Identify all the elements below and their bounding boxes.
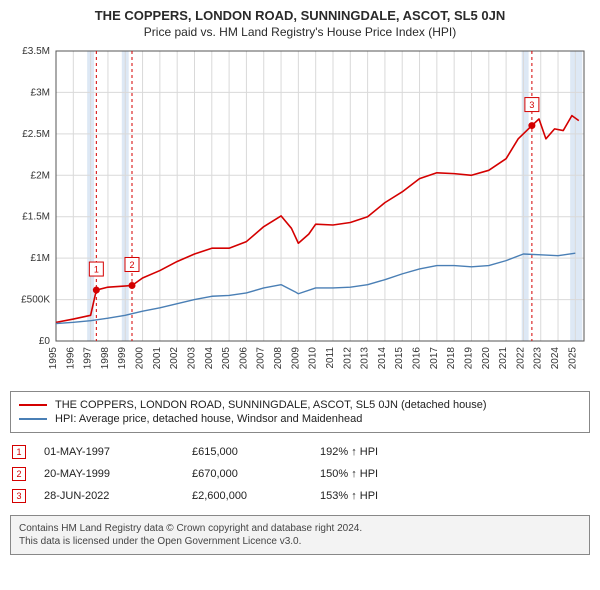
- svg-text:2014: 2014: [377, 347, 388, 370]
- svg-text:1996: 1996: [65, 347, 76, 370]
- svg-text:2020: 2020: [481, 347, 492, 370]
- svg-text:£1M: £1M: [31, 253, 50, 264]
- sale-price: £615,000: [192, 446, 302, 458]
- sale-hpi: 153% ↑ HPI: [320, 490, 378, 502]
- sale-hpi: 150% ↑ HPI: [320, 468, 378, 480]
- sales-table: 1 01-MAY-1997 £615,000 192% ↑ HPI 2 20-MAY-19…: [10, 441, 590, 507]
- sales-row: 3 28-JUN-2022 £2,600,000 153% ↑ HPI: [10, 485, 590, 507]
- chart-subtitle: Price paid vs. HM Land Registry's House …: [10, 25, 590, 39]
- legend-label: THE COPPERS, LONDON ROAD, SUNNINGDALE, A…: [55, 399, 487, 411]
- svg-text:2: 2: [129, 260, 134, 270]
- svg-text:2003: 2003: [186, 347, 197, 370]
- svg-text:2022: 2022: [515, 347, 526, 370]
- svg-text:£500K: £500K: [21, 295, 50, 306]
- chart-title: THE COPPERS, LONDON ROAD, SUNNINGDALE, A…: [10, 8, 590, 23]
- chart-plot: £0 £500K £1M £1.5M £2M £2.5M £3M £3.5M 1995 1996 1…: [10, 45, 590, 385]
- footer-box: Contains HM Land Registry data © Crown c…: [10, 515, 590, 555]
- svg-text:2016: 2016: [412, 347, 423, 370]
- svg-text:3: 3: [529, 100, 534, 110]
- svg-text:2023: 2023: [533, 347, 544, 370]
- svg-text:2025: 2025: [567, 347, 578, 370]
- svg-text:2012: 2012: [342, 347, 353, 370]
- svg-text:2008: 2008: [273, 347, 284, 370]
- svg-text:2018: 2018: [446, 347, 457, 370]
- chart-svg: £0 £500K £1M £1.5M £2M £2.5M £3M £3.5M 1995 1996 1…: [10, 45, 590, 385]
- sale-date: 28-JUN-2022: [44, 490, 174, 502]
- sale-price: £2,600,000: [192, 490, 302, 502]
- svg-text:2010: 2010: [308, 347, 319, 370]
- svg-text:2006: 2006: [238, 347, 249, 370]
- svg-text:2004: 2004: [204, 347, 215, 370]
- svg-text:2007: 2007: [256, 347, 267, 370]
- sale-marker: 3: [12, 489, 26, 503]
- sale-hpi: 192% ↑ HPI: [320, 446, 378, 458]
- svg-text:£0: £0: [39, 336, 51, 347]
- legend-item: THE COPPERS, LONDON ROAD, SUNNINGDALE, A…: [19, 398, 581, 412]
- footer-line2: This data is licensed under the Open Gov…: [19, 535, 581, 548]
- svg-text:2011: 2011: [325, 347, 336, 369]
- chart-container: THE COPPERS, LONDON ROAD, SUNNINGDALE, A…: [0, 0, 600, 590]
- svg-text:2005: 2005: [221, 347, 232, 370]
- svg-text:1998: 1998: [100, 347, 111, 370]
- sales-row: 1 01-MAY-1997 £615,000 192% ↑ HPI: [10, 441, 590, 463]
- svg-text:2000: 2000: [135, 347, 146, 370]
- svg-text:1999: 1999: [117, 347, 128, 370]
- sale-price: £670,000: [192, 468, 302, 480]
- svg-text:2001: 2001: [152, 347, 163, 370]
- sale-date: 01-MAY-1997: [44, 446, 174, 458]
- svg-text:2017: 2017: [429, 347, 440, 370]
- svg-text:£2M: £2M: [31, 170, 50, 181]
- svg-text:1995: 1995: [48, 347, 59, 370]
- svg-text:2009: 2009: [290, 347, 301, 370]
- svg-text:2013: 2013: [360, 347, 371, 370]
- legend-swatch: [19, 404, 47, 406]
- sale-marker: 1: [12, 445, 26, 459]
- svg-text:2002: 2002: [169, 347, 180, 370]
- sale-date: 20-MAY-1999: [44, 468, 174, 480]
- legend-box: THE COPPERS, LONDON ROAD, SUNNINGDALE, A…: [10, 391, 590, 433]
- svg-text:£3.5M: £3.5M: [22, 46, 50, 57]
- svg-text:2019: 2019: [463, 347, 474, 370]
- sales-row: 2 20-MAY-1999 £670,000 150% ↑ HPI: [10, 463, 590, 485]
- svg-text:1997: 1997: [83, 347, 94, 370]
- svg-text:1: 1: [94, 265, 99, 275]
- svg-text:£1.5M: £1.5M: [22, 212, 50, 223]
- legend-item: HPI: Average price, detached house, Wind…: [19, 412, 581, 426]
- legend-swatch: [19, 418, 47, 420]
- svg-text:2021: 2021: [498, 347, 509, 370]
- svg-text:2024: 2024: [550, 347, 561, 370]
- footer-line1: Contains HM Land Registry data © Crown c…: [19, 522, 581, 535]
- svg-text:£3M: £3M: [31, 87, 50, 98]
- svg-text:£2.5M: £2.5M: [22, 129, 50, 140]
- svg-text:2015: 2015: [394, 347, 405, 370]
- sale-marker: 2: [12, 467, 26, 481]
- legend-label: HPI: Average price, detached house, Wind…: [55, 413, 362, 425]
